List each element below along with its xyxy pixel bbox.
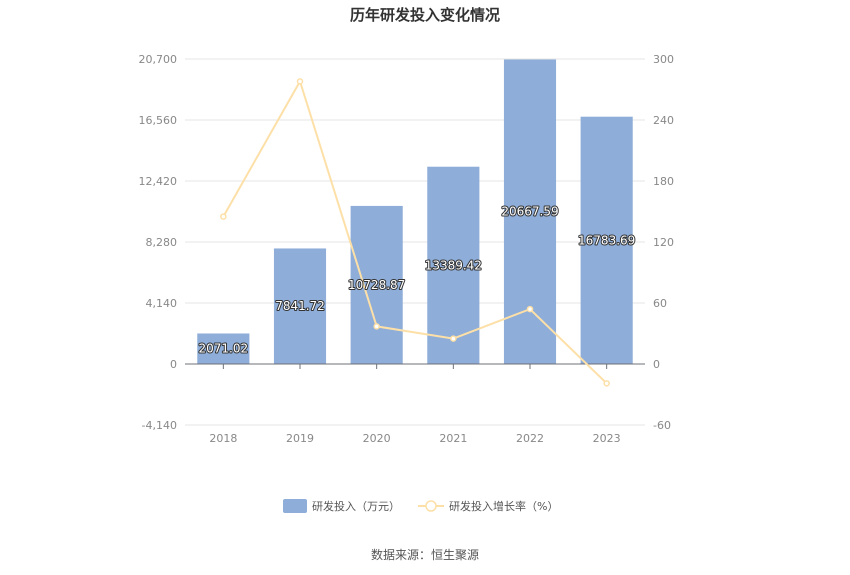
x-tick-label: 2021 <box>439 432 467 445</box>
y-right-tick-label: 120 <box>653 236 674 249</box>
bar-value-label: 10728.87 <box>348 278 405 292</box>
legend-bar-swatch <box>283 499 307 513</box>
bar-value-label: 2071.02 <box>199 342 249 356</box>
y-left-tick-label: 8,280 <box>146 236 178 249</box>
bar <box>580 116 633 364</box>
bar-value-label: 13389.42 <box>425 258 482 272</box>
line-point <box>450 335 457 342</box>
y-left-tick-label: 20,700 <box>139 53 178 66</box>
line-point <box>373 323 380 330</box>
bar <box>503 59 557 364</box>
legend-item-bar[interactable]: 研发投入（万元） <box>283 499 400 513</box>
bar-value-label: 20667.59 <box>501 205 558 219</box>
legend: 研发投入（万元） 研发投入增长率（%） <box>283 499 558 513</box>
line-point <box>296 78 304 85</box>
bar-series <box>197 59 633 364</box>
bar-value-label: 7841.72 <box>275 299 325 313</box>
y-right-tick-label: 60 <box>653 297 667 310</box>
y-right-tick-label: 0 <box>653 358 660 371</box>
legend-bar-label: 研发投入（万元） <box>312 499 400 513</box>
x-tick-label: 2022 <box>516 432 544 445</box>
gridlines <box>185 58 645 426</box>
legend-item-line[interactable]: 研发投入增长率（%） <box>418 499 558 513</box>
legend-line-label: 研发投入增长率（%） <box>449 499 558 513</box>
bar <box>273 248 327 364</box>
y-left-tick-label: -4,140 <box>142 419 177 432</box>
line-point <box>526 305 534 313</box>
y-left-tick-label: 12,420 <box>139 175 178 188</box>
y-left-tick-label: 0 <box>170 358 177 371</box>
y-right-tick-label: 240 <box>653 114 674 127</box>
growth-line <box>222 78 608 385</box>
y-right-tick-label: -60 <box>653 419 671 432</box>
x-tick-label: 2023 <box>593 432 621 445</box>
bar-value-label: 16783.69 <box>578 233 635 247</box>
y-right-tick-label: 180 <box>653 175 674 188</box>
bar <box>197 333 250 364</box>
y-axis-right: -60 0 60 120 180 240 300 <box>653 53 674 432</box>
line-point <box>220 213 227 220</box>
bar <box>350 205 403 364</box>
x-tick-label: 2020 <box>363 432 391 445</box>
x-axis: 2018 2019 2020 2021 2022 2023 <box>209 364 621 445</box>
data-labels: 2071.02 7841.72 10728.87 13389.42 20667.59 16… <box>198 204 637 357</box>
legend-line-marker <box>425 500 437 512</box>
source-note: 数据来源：恒生聚源 <box>371 547 479 562</box>
y-right-tick-label: 300 <box>653 53 674 66</box>
x-tick-label: 2018 <box>209 432 237 445</box>
y-left-tick-label: 16,560 <box>139 114 178 127</box>
y-axis-left: -4,140 0 4,140 8,280 12,420 16,560 20,700 <box>139 53 178 432</box>
x-tick-label: 2019 <box>286 432 314 445</box>
line-series <box>220 78 610 387</box>
line-point <box>603 380 610 387</box>
y-left-tick-label: 4,140 <box>146 297 178 310</box>
chart-title: 历年研发投入变化情况 <box>350 6 500 24</box>
